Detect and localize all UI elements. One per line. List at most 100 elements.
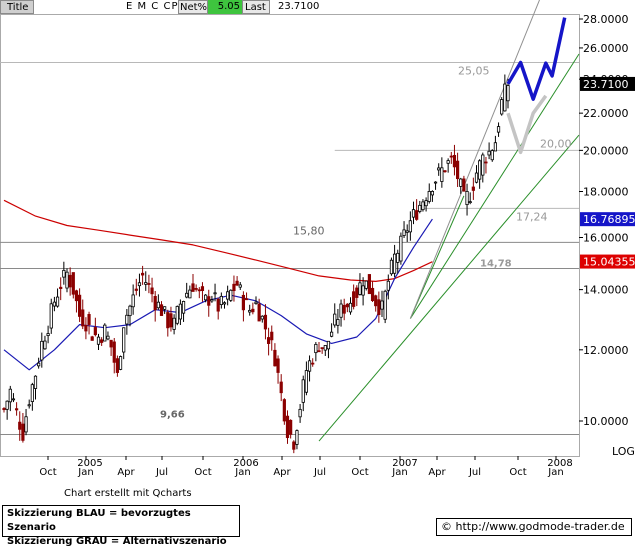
candle-body <box>273 349 277 367</box>
candle-body <box>24 416 28 433</box>
candle-body <box>427 191 431 202</box>
candle-body <box>43 340 47 350</box>
candle-body <box>103 324 107 342</box>
level-annotation: 25,05 <box>458 64 490 77</box>
candle-body <box>147 283 151 285</box>
y-axis: 28.000026.000024.000022.000020.000018.00… <box>579 13 635 458</box>
candle-body <box>468 201 472 204</box>
trend-lines <box>318 0 580 442</box>
candle-body <box>270 331 274 341</box>
candle-body <box>74 290 79 302</box>
candle-body <box>326 340 331 350</box>
x-month-label: Apr <box>428 467 446 478</box>
trend-line <box>318 134 580 442</box>
candle-body <box>266 337 271 344</box>
candle-body <box>455 160 460 180</box>
candle-body <box>424 200 428 207</box>
y-tick-label: 10.0000 <box>583 415 629 428</box>
candle-body <box>320 347 324 350</box>
last-price-label: Last <box>242 0 270 14</box>
legend-blue-scenario: Skizzierung BLAU = bevorzugtes Szenario <box>7 508 191 533</box>
candle-body <box>216 298 220 312</box>
y-scale-label: LOG <box>612 445 635 458</box>
candle-body <box>5 400 9 410</box>
candle-body <box>30 384 34 402</box>
candle-body <box>399 235 403 262</box>
price-tag-box <box>580 76 635 91</box>
trend-line <box>409 53 580 319</box>
x-month-label: Oct <box>509 467 526 478</box>
source-link[interactable]: © http://www.godmode-trader.de <box>436 518 632 536</box>
candle-body <box>389 259 394 275</box>
candle-body <box>411 209 416 218</box>
candle-body <box>27 404 31 407</box>
candle-body <box>68 274 72 288</box>
candle-body <box>263 314 268 330</box>
candle-body <box>490 150 494 161</box>
candle-body <box>257 303 261 322</box>
candle-body <box>207 296 211 306</box>
candle-body <box>352 291 356 307</box>
candle-body <box>49 303 53 329</box>
x-month-label: Jan <box>234 467 250 478</box>
candle-body <box>251 308 255 313</box>
candle-body <box>229 289 233 301</box>
candle-body <box>166 312 170 329</box>
candle-body <box>367 274 372 295</box>
y-tick-label: 26.0000 <box>583 42 629 55</box>
candle-body <box>232 283 236 292</box>
level-annotations: 25,05 20,00 17,24 15,80 14,78 9,66 <box>160 64 572 420</box>
candle-body <box>175 306 179 324</box>
candle-body <box>163 306 167 310</box>
x-month-label: Oct <box>39 467 56 478</box>
candle-body <box>481 154 485 176</box>
candle-body <box>140 272 145 276</box>
candle-body <box>122 327 126 353</box>
price-tag-box <box>580 212 635 227</box>
candle-body <box>377 299 381 315</box>
candle-body <box>8 388 12 403</box>
candle-body <box>329 331 334 337</box>
level-annotation: 20,00 <box>540 137 572 150</box>
candle-body <box>506 85 510 102</box>
candle-body <box>213 292 217 295</box>
candle-body <box>304 370 309 393</box>
scenario-grey-path <box>506 94 548 155</box>
price-tag-label: 23.7100 <box>583 78 629 91</box>
candle-body <box>71 272 75 295</box>
candle-body <box>364 280 368 289</box>
x-axis: Oct Jan Apr Jul Oct Jan Apr Jul Oct Jan Apr Jul Oct J… <box>39 456 573 478</box>
candle-body <box>11 398 16 401</box>
price-tag-label: 16.76895 <box>583 213 635 226</box>
candle-body <box>339 303 343 318</box>
candle-body <box>159 304 164 316</box>
candle-body <box>314 343 318 354</box>
net-percent-value: 5.05 <box>208 0 242 14</box>
candle-body <box>112 341 116 363</box>
candle-body <box>200 286 205 292</box>
scenario-legend: Skizzierung BLAU = bevorzugtes Szenario … <box>2 505 240 547</box>
y-tick-label: 18.0000 <box>583 186 629 199</box>
x-month-label: Jul <box>313 467 326 478</box>
moving-average-long-line <box>3 199 433 282</box>
candle-body <box>415 210 419 220</box>
candle-body <box>452 154 457 168</box>
candle-body <box>374 295 378 307</box>
candle-body <box>430 191 435 196</box>
candle-body <box>474 172 479 183</box>
x-year-label: 2006 <box>233 458 258 469</box>
candle-body <box>317 350 321 353</box>
candle-body <box>125 314 129 325</box>
candle-body <box>241 294 245 311</box>
candle-body <box>496 126 501 133</box>
scenario-blue-path <box>506 17 567 101</box>
candle-body <box>128 305 132 317</box>
candle-body <box>348 302 353 313</box>
candle-body <box>471 186 475 191</box>
price-tag-label: 15.04355 <box>583 256 635 269</box>
x-year-label: 2007 <box>392 458 417 469</box>
candle-body <box>440 167 444 182</box>
candle-body <box>383 290 387 320</box>
trend-line <box>409 0 540 319</box>
last-price-value: 23.7100 <box>278 1 320 12</box>
